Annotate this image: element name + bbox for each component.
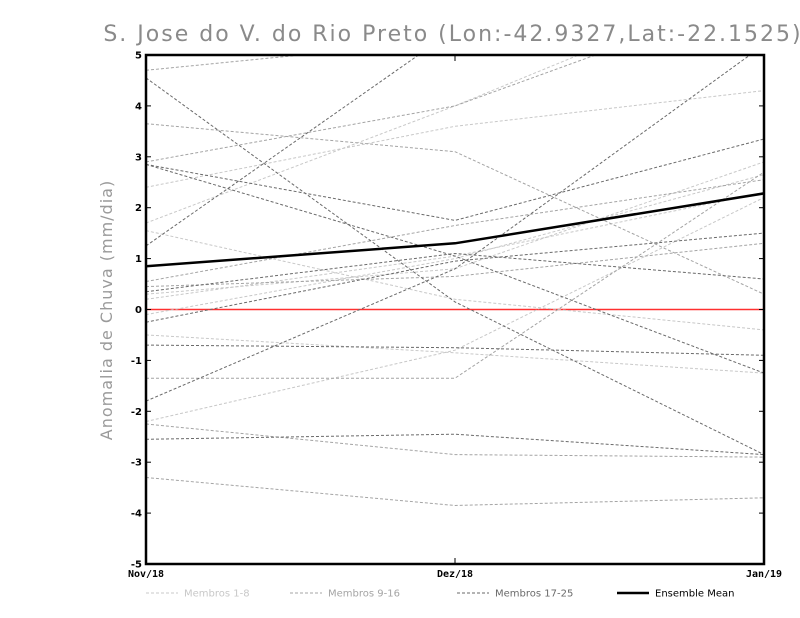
member-series-line [146,55,580,224]
legend: Membros 1-8 Membros 9-16 Membros 17-25 Ense… [146,589,734,600]
y-tick-label: 1 [135,254,142,265]
x-tick-label: Jan/19 [746,569,782,580]
member-series-line [146,344,764,356]
member-series-line [146,230,764,331]
y-tick-label: 5 [135,51,142,62]
y-tick-label: 0 [135,305,142,316]
y-tick-label: -4 [131,509,142,520]
member-series-line [146,174,764,316]
member-series-line [146,171,764,379]
y-tick-label: -5 [131,560,142,571]
member-series-line [146,334,764,374]
legend-label: Membros 9-16 [328,589,400,600]
chart-title: S. Jose do V. do Rio Preto (Lon:-42.9327… [103,22,800,47]
member-series-line [146,90,764,188]
member-series-line [146,179,764,282]
y-tick-label: 4 [135,101,142,112]
legend-label: Ensemble Mean [655,589,734,600]
x-tick-label: Nov/18 [128,569,164,580]
member-series-line [146,55,751,402]
member-series-line [146,252,764,293]
legend-label: Membros 17-25 [495,589,573,600]
member-series-line [146,77,764,456]
member-series-line [146,55,420,247]
y-tick-label: -3 [131,458,142,469]
member-series-line [146,433,764,456]
x-tick-label: Dez/18 [437,569,473,580]
y-tick-label: -2 [131,407,142,418]
member-series-line [146,232,764,323]
legend-label: Membros 1-8 [184,589,250,600]
member-series-line [146,477,764,507]
member-series-line [146,161,764,295]
member-series-line [146,163,764,374]
ensemble-mean-line [146,192,764,268]
y-tick-label: -1 [131,356,142,367]
member-series-line [146,123,764,295]
y-tick-label: 3 [135,152,142,163]
member-series-line [146,197,764,422]
y-tick-label: 2 [135,203,142,214]
member-series-line [146,138,764,221]
member-series-line [146,242,764,288]
plot-area [146,55,764,507]
member-series-line [146,423,764,458]
y-axis-label: Anomalia de Chuva (mm/dia) [97,180,116,440]
